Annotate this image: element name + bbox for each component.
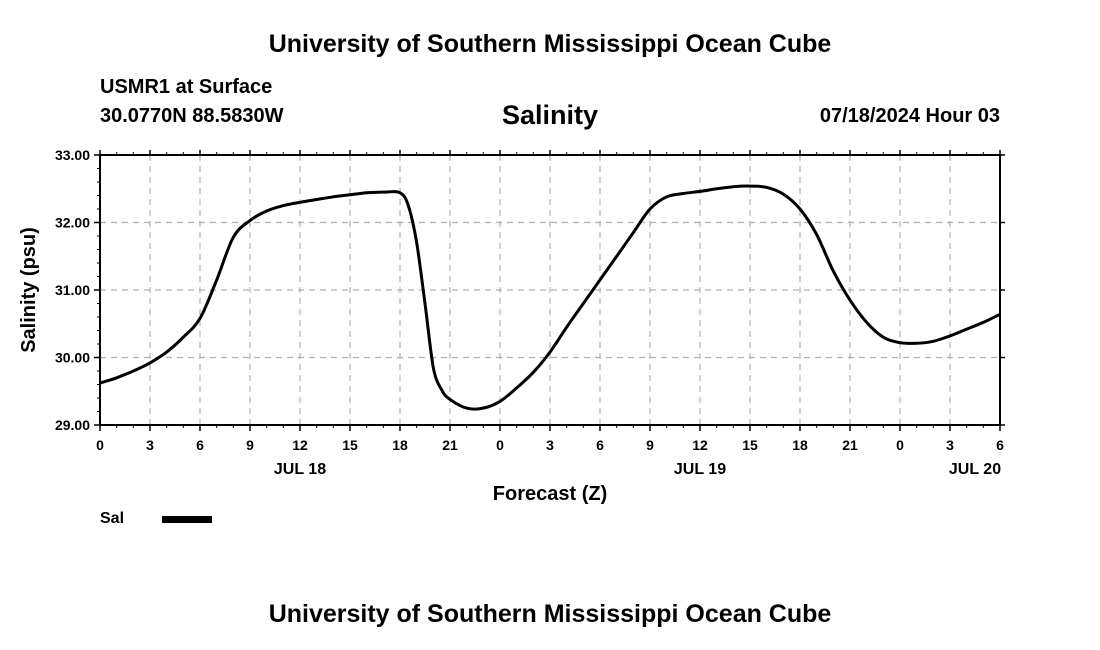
x-tick-label: 3 (946, 437, 954, 453)
x-tick-label: 15 (342, 437, 358, 453)
date-label: JUL 19 (674, 461, 726, 478)
y-tick-label: 33.00 (55, 147, 90, 163)
x-tick-label: 9 (646, 437, 654, 453)
grid (100, 155, 1000, 425)
station-label: USMR1 at Surface (100, 76, 273, 98)
legend-swatch (162, 516, 212, 523)
series-layer (99, 184, 1001, 411)
axes: 0 3 6 9 12 15 18 21 0 3 6 9 12 15 18 21 0 3 6 JUL 18 JUL 19 J… (55, 147, 1005, 478)
x-axis-label: Forecast (Z) (493, 483, 607, 505)
x-tick-label: 18 (392, 437, 408, 453)
x-tick-label: 3 (146, 437, 154, 453)
x-tick-label: 3 (546, 437, 554, 453)
y-tick-label: 30.00 (55, 350, 90, 366)
x-tick-label: 6 (996, 437, 1004, 453)
salinity-chart: 0 3 6 9 12 15 18 21 0 3 6 9 12 15 18 21 0 3 6 JUL 18 JUL 19 J… (18, 147, 1005, 505)
y-axis-label: Salinity (psu) (18, 227, 40, 353)
y-tick-label: 29.00 (55, 417, 90, 433)
x-tick-label: 15 (742, 437, 758, 453)
y-tick-label: 31.00 (55, 282, 90, 298)
x-tick-label: 21 (842, 437, 858, 453)
x-tick-label: 6 (596, 437, 604, 453)
date-label: JUL 20 (949, 461, 1001, 478)
date-label: JUL 18 (274, 461, 326, 478)
chart-title: Salinity (501, 100, 599, 130)
x-tick-label: 18 (792, 437, 808, 453)
coordinates-label: 30.0770N 88.5830W (100, 105, 284, 127)
x-tick-label: 6 (196, 437, 204, 453)
x-tick-label: 0 (496, 437, 504, 453)
x-tick-label: 0 (96, 437, 104, 453)
x-tick-label: 0 (896, 437, 904, 453)
x-tick-label: 9 (246, 437, 254, 453)
datetime-label: 07/18/2024 Hour 03 (819, 105, 1000, 127)
x-tick-label: 12 (692, 437, 708, 453)
footer-title: University of Southern Mississippi Ocean… (268, 600, 832, 628)
series-line-sal (99, 184, 1001, 411)
main-title: University of Southern Mississippi Ocean… (268, 30, 832, 58)
legend-label: Sal (100, 510, 125, 527)
x-tick-label: 12 (292, 437, 308, 453)
y-tick-label: 32.00 (55, 215, 90, 231)
x-tick-label: 21 (442, 437, 458, 453)
